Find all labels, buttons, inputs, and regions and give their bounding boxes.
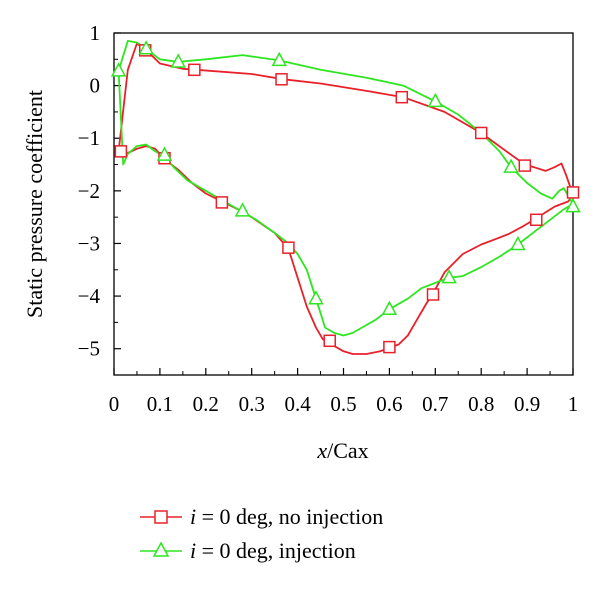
y-axis-label: Static pressure coefficient <box>22 90 47 318</box>
series-0-marker <box>530 213 543 227</box>
y-tick-label: −4 <box>78 284 101 308</box>
axis-ticks: 0 0.1 0.2 0.3 0.4 0.5 0.6 0.7 0.8 0.9 1 1 0 −1 −2 −3 −4 −… <box>78 21 579 416</box>
x-tick-label: 1 <box>568 392 579 416</box>
series-1-marker <box>503 158 519 173</box>
series-0-marker <box>215 196 229 209</box>
series-1-marker <box>234 202 251 217</box>
series-line-0 <box>117 42 574 355</box>
series-0-marker <box>474 126 488 140</box>
series-layer <box>117 40 574 355</box>
series-1-marker <box>138 40 154 55</box>
y-tick-label: −1 <box>78 126 100 150</box>
series-0-marker <box>114 145 128 158</box>
series-0-marker <box>395 90 409 104</box>
series-1-marker <box>156 146 173 161</box>
x-tick-label: 0.3 <box>239 392 265 416</box>
legend-label-no-injection: i = 0 deg, no injection <box>190 504 383 529</box>
y-tick-label: −5 <box>78 337 100 361</box>
series-1-marker <box>308 290 324 305</box>
markers-layer <box>110 40 581 354</box>
series-1-marker <box>427 92 444 108</box>
x-tick-label: 0.5 <box>330 392 356 416</box>
legend-marker-injection <box>152 541 170 557</box>
series-line-1 <box>117 40 574 337</box>
series-0-marker <box>188 63 201 77</box>
x-tick-label: 0.9 <box>514 392 540 416</box>
series-1-marker <box>110 62 127 77</box>
series-1-marker <box>170 53 187 68</box>
series-0-marker <box>566 186 580 199</box>
y-tick-label: 0 <box>90 74 101 98</box>
x-tick-label: 0.6 <box>376 392 402 416</box>
series-0-marker <box>275 73 288 86</box>
legend-marker-no-injection <box>154 510 168 524</box>
plot-frame <box>113 32 574 376</box>
x-tick-label: 0.8 <box>468 392 494 416</box>
series-1-marker <box>510 235 526 251</box>
x-tick-label: 0.1 <box>147 392 173 416</box>
series-0-marker <box>323 334 336 348</box>
x-tick-label: 0.7 <box>422 392 448 416</box>
x-axis-label: x/Cax <box>316 438 368 463</box>
x-tick-label: 0 <box>109 392 120 416</box>
series-0-marker <box>383 340 396 354</box>
legend: i = 0 deg, no injection i = 0 deg, injec… <box>140 504 383 563</box>
series-1-marker <box>565 198 581 213</box>
series-1-marker <box>271 51 287 67</box>
series-1-marker <box>381 300 398 315</box>
x-tick-label: 0.4 <box>284 392 311 416</box>
legend-label-injection: i = 0 deg, injection <box>190 538 356 563</box>
series-1-marker <box>441 269 457 284</box>
series-0-marker <box>518 159 532 172</box>
series-0-marker <box>282 241 295 254</box>
legend-item-injection: i = 0 deg, injection <box>140 538 356 563</box>
y-tick-label: 1 <box>90 21 101 45</box>
y-tick-label: −3 <box>78 231 100 255</box>
series-0-marker <box>426 288 440 301</box>
x-tick-label: 0.2 <box>193 392 219 416</box>
y-tick-label: −2 <box>78 179 100 203</box>
legend-item-no-injection: i = 0 deg, no injection <box>140 504 383 529</box>
